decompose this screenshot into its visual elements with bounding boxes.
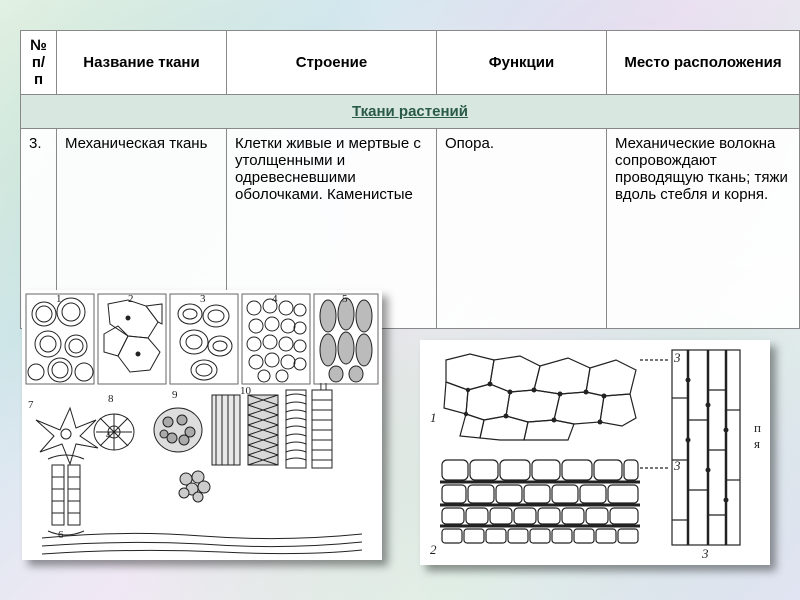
- right-label-3b: 3: [673, 458, 681, 473]
- left-label-4: 4: [272, 293, 278, 305]
- tissue-table-container: № п/п Название ткани Строение Функции Ме…: [20, 30, 800, 329]
- cell-location: Механические волокна сопровождают провод…: [607, 129, 800, 329]
- left-label-2: 2: [128, 293, 134, 305]
- tissue-table: № п/п Название ткани Строение Функции Ме…: [20, 30, 800, 329]
- right-label-3a: 3: [673, 350, 681, 365]
- header-structure: Строение: [227, 31, 437, 95]
- header-location: Место расположения: [607, 31, 800, 95]
- right-label-2: 2: [430, 542, 437, 557]
- left-label-5: 5: [342, 293, 348, 305]
- left-label-3: 3: [200, 293, 206, 305]
- header-row: № п/п Название ткани Строение Функции Ме…: [21, 31, 800, 95]
- illustration-right: 1 2 3 3 3 п я: [420, 340, 770, 565]
- illustration-left: 4: [22, 290, 382, 560]
- right-label-1: 1: [430, 410, 437, 425]
- left-label-6: 6: [58, 529, 64, 541]
- section-title: Ткани растений: [21, 95, 800, 129]
- cell-functions: Опора.: [437, 129, 607, 329]
- left-label-8: 8: [108, 393, 114, 405]
- left-label-9: 9: [172, 389, 178, 401]
- header-name: Название ткани: [57, 31, 227, 95]
- left-label-11: 11: [318, 381, 329, 393]
- right-label-3c: 3: [701, 546, 709, 561]
- left-label-10: 10: [240, 385, 252, 397]
- svg-text:4: 4: [106, 431, 111, 440]
- right-label-p: п: [754, 420, 761, 435]
- header-num: № п/п: [21, 31, 57, 95]
- left-label-1: 1: [56, 293, 62, 305]
- header-functions: Функции: [437, 31, 607, 95]
- right-label-ya: я: [754, 436, 760, 451]
- left-label-7: 7: [28, 399, 34, 411]
- section-row: Ткани растений: [21, 95, 800, 129]
